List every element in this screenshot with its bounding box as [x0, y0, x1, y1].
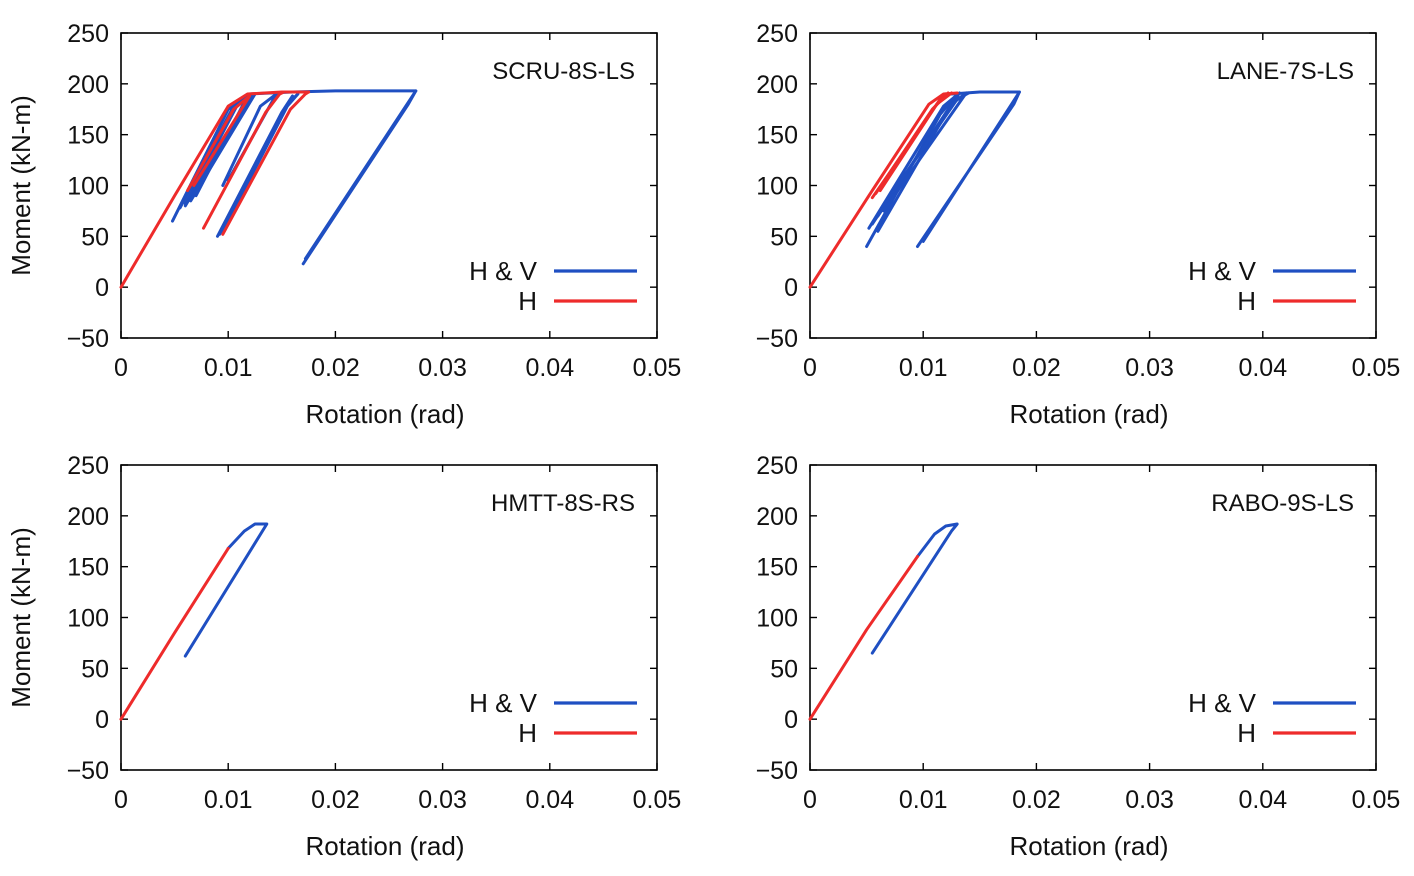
series-line: [218, 92, 300, 236]
series-h: [808, 555, 919, 721]
panel-title: SCRU-8S-LS: [492, 58, 635, 85]
series-line: [119, 90, 311, 289]
y-tick-label: 250: [67, 20, 109, 48]
x-tick-label: 0.03: [418, 354, 467, 382]
series-h-and-v: [870, 522, 959, 655]
x-tick-label: 0.03: [1125, 786, 1174, 814]
series-h-and-v: [183, 522, 269, 658]
x-tick-label: 0.05: [633, 354, 682, 382]
x-tick-label: 0.03: [418, 786, 467, 814]
x-tick-label: 0: [114, 354, 128, 382]
x-tick-label: 0: [114, 786, 128, 814]
y-tick-label: −50: [756, 757, 798, 785]
y-tick-label: 200: [67, 71, 109, 99]
legend-label: H & V: [469, 688, 538, 718]
x-tick-label: 0.04: [1238, 786, 1287, 814]
series-line: [221, 90, 311, 236]
x-tick-label: 0.03: [1125, 354, 1174, 382]
x-tick-label: 0: [803, 354, 817, 382]
x-tick-label: 0.05: [1352, 786, 1401, 814]
series-line: [183, 522, 269, 658]
y-tick-label: 50: [81, 655, 109, 683]
x-tick-label: 0.05: [1352, 354, 1401, 382]
y-tick-label: 200: [756, 503, 798, 531]
legend-label: H: [518, 286, 537, 316]
series-line: [870, 522, 959, 655]
series-h: [119, 90, 311, 289]
x-tick-label: 0: [803, 786, 817, 814]
x-axis-label: Rotation (rad): [306, 831, 465, 861]
legend-label: H: [1237, 718, 1256, 748]
x-tick-label: 0.01: [204, 786, 253, 814]
x-tick-label: 0.01: [204, 354, 253, 382]
x-tick-label: 0.01: [899, 786, 948, 814]
y-tick-label: 150: [67, 122, 109, 150]
series-line: [301, 89, 418, 266]
y-tick-label: 150: [756, 122, 798, 150]
y-tick-label: 100: [756, 605, 798, 633]
series-line: [808, 555, 919, 721]
series-h: [808, 91, 959, 289]
y-tick-label: 50: [770, 655, 798, 683]
x-tick-label: 0.02: [1012, 354, 1061, 382]
y-tick-label: 100: [67, 173, 109, 201]
series-h-and-v: [865, 90, 1021, 248]
series-line: [950, 90, 1021, 96]
panel-title: RABO-9S-LS: [1211, 490, 1354, 517]
y-tick-label: 100: [67, 605, 109, 633]
y-axis-label: Moment (kN-m): [6, 95, 36, 276]
legend-label: H: [518, 718, 537, 748]
y-tick-label: 0: [784, 274, 798, 302]
x-axis-label: Rotation (rad): [1010, 831, 1169, 861]
y-tick-label: 0: [95, 274, 109, 302]
x-tick-label: 0.04: [1238, 354, 1287, 382]
y-tick-label: −50: [67, 757, 109, 785]
series-line: [202, 90, 286, 230]
series-h: [119, 546, 230, 721]
y-tick-label: 0: [784, 706, 798, 734]
x-tick-label: 0.04: [525, 786, 574, 814]
panel-title: HMTT-8S-RS: [491, 490, 635, 517]
y-axis-label: Moment (kN-m): [6, 527, 36, 708]
x-tick-label: 0.02: [1012, 786, 1061, 814]
y-tick-label: 250: [67, 452, 109, 480]
legend-label: H & V: [1188, 688, 1257, 718]
panel-title: LANE-7S-LS: [1217, 58, 1354, 85]
x-tick-label: 0.02: [311, 786, 360, 814]
y-tick-label: 150: [756, 554, 798, 582]
y-tick-label: 50: [81, 223, 109, 251]
y-tick-label: 150: [67, 554, 109, 582]
legend-label: H & V: [1188, 256, 1257, 286]
y-tick-label: 200: [756, 71, 798, 99]
series-h-and-v: [171, 89, 418, 266]
series-line: [878, 91, 953, 193]
legend-label: H: [1237, 286, 1256, 316]
legend-label: H & V: [469, 256, 538, 286]
series-line: [916, 90, 1021, 248]
x-axis-label: Rotation (rad): [306, 399, 465, 429]
y-tick-label: 250: [756, 452, 798, 480]
y-tick-label: 200: [67, 503, 109, 531]
x-axis-label: Rotation (rad): [1010, 399, 1169, 429]
y-tick-label: −50: [67, 325, 109, 353]
series-line: [186, 94, 252, 193]
series-line: [882, 91, 970, 208]
x-tick-label: 0.05: [633, 786, 682, 814]
x-tick-label: 0.01: [899, 354, 948, 382]
y-tick-label: 250: [756, 20, 798, 48]
y-tick-label: 50: [770, 223, 798, 251]
y-tick-label: 100: [756, 173, 798, 201]
x-tick-label: 0.04: [525, 354, 574, 382]
y-tick-label: −50: [756, 325, 798, 353]
x-tick-label: 0.02: [311, 354, 360, 382]
series-line: [119, 546, 230, 721]
y-tick-label: 0: [95, 706, 109, 734]
